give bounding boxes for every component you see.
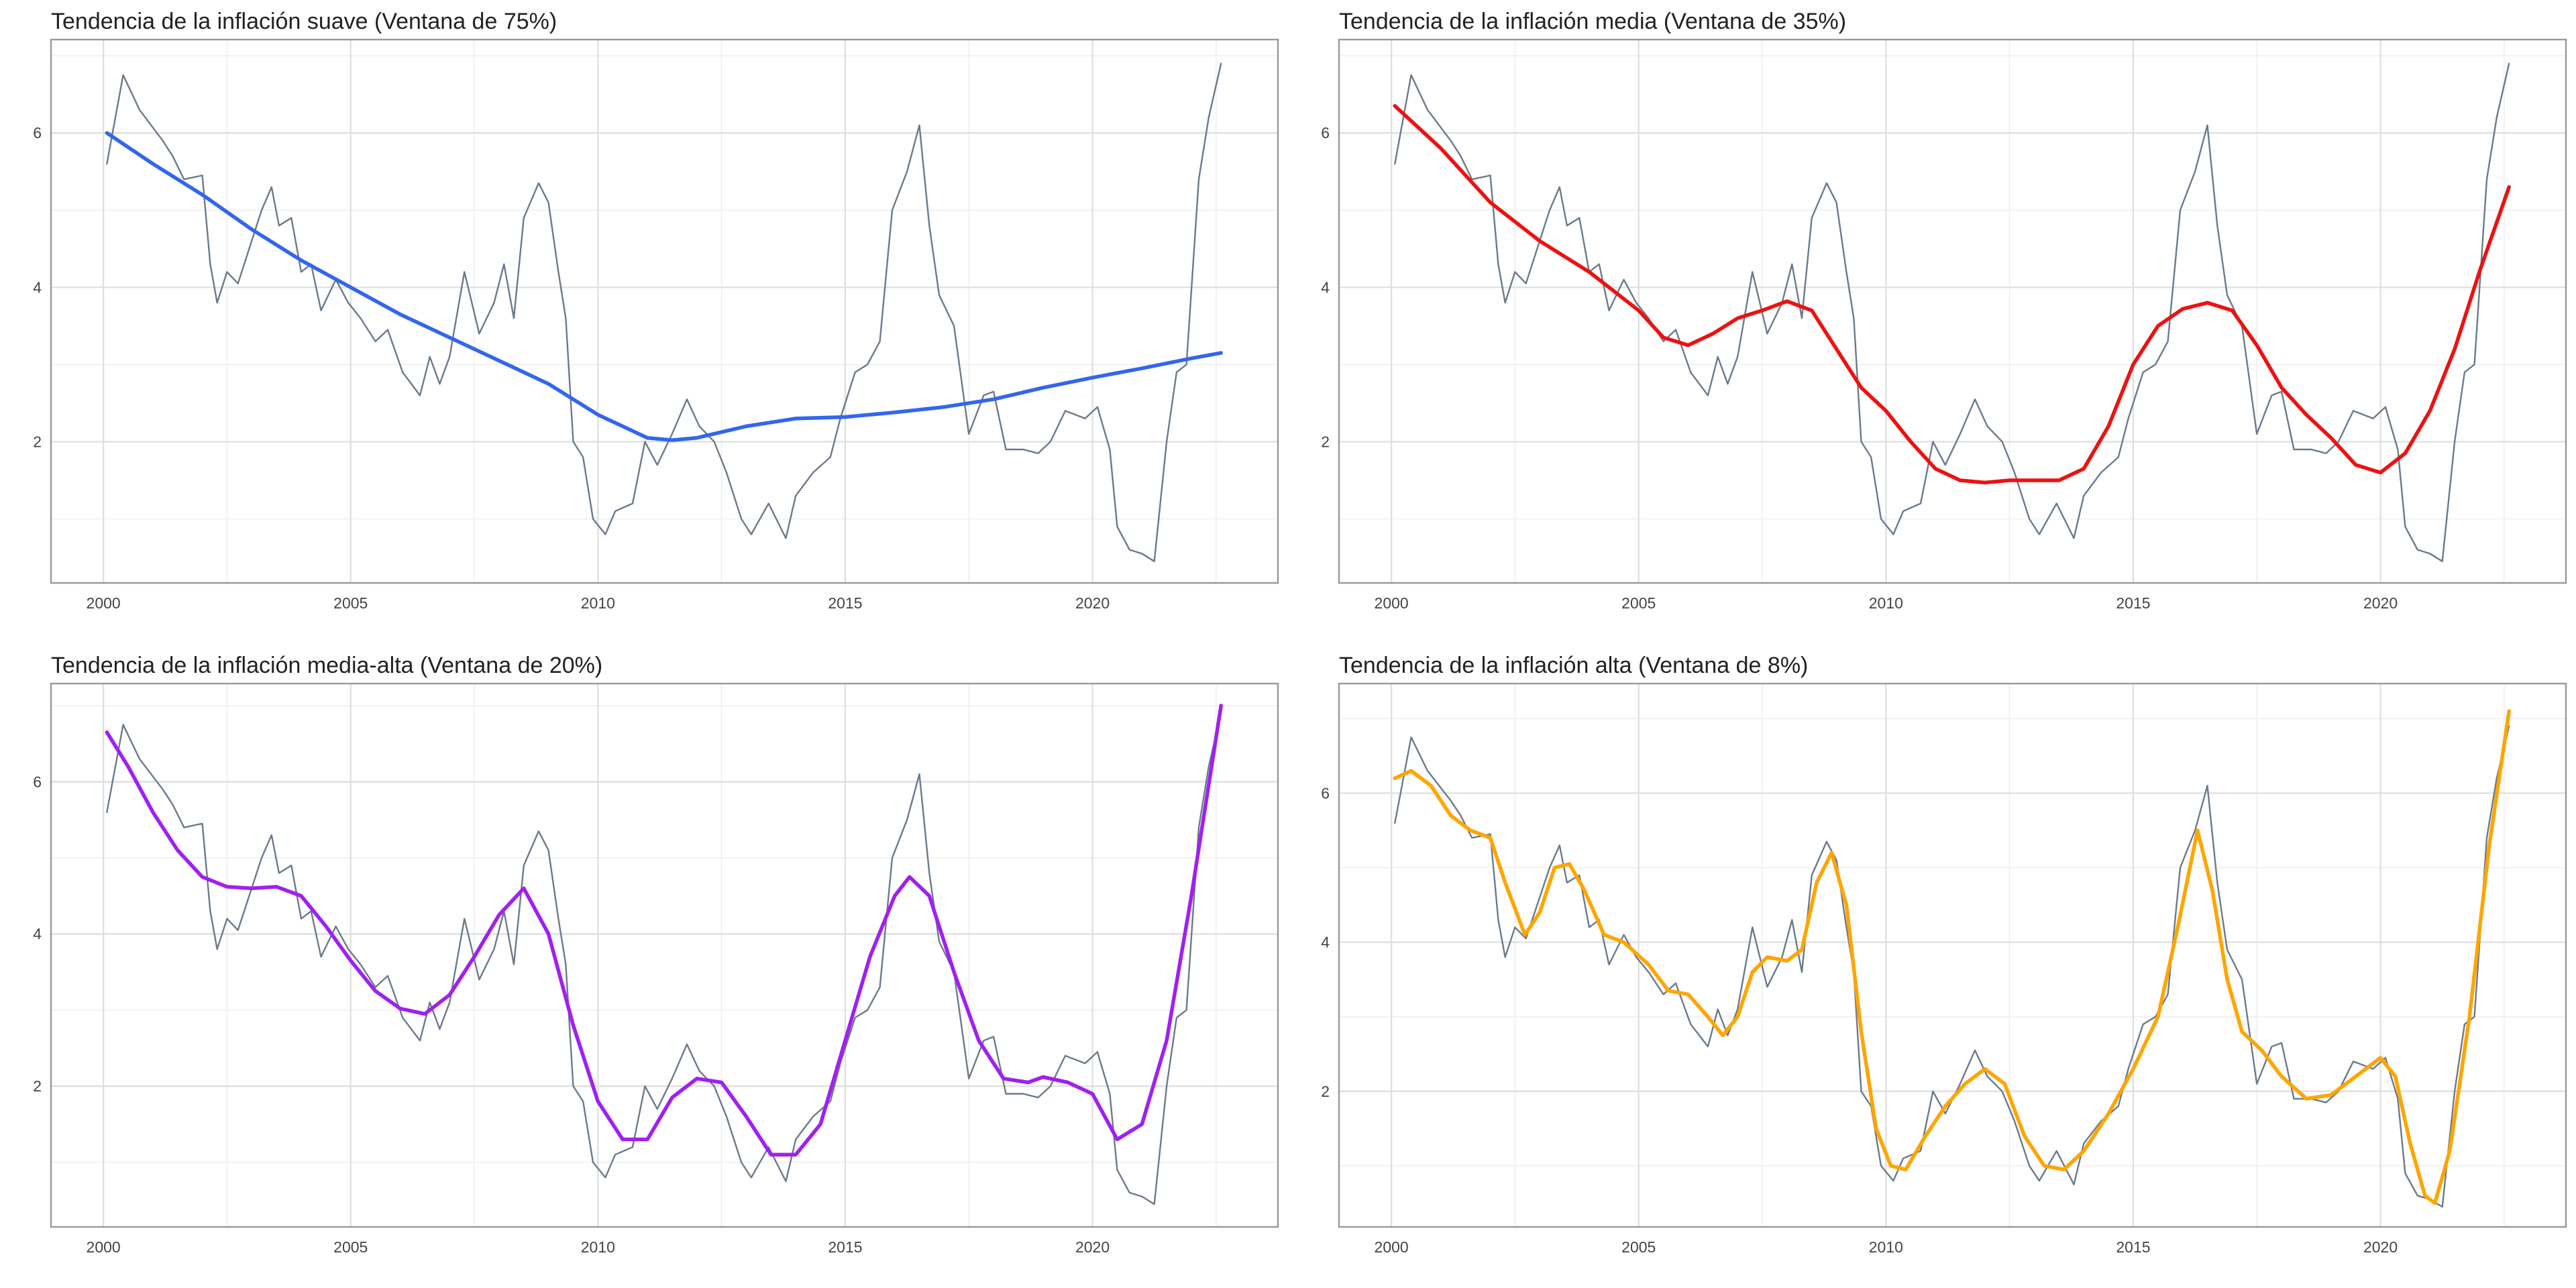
y-tick-label: 6 — [33, 773, 42, 790]
chart-title: Tendencia de la inflación media (Ventana… — [1339, 9, 1846, 34]
x-tick-label: 2005 — [333, 1238, 368, 1256]
x-tick-label: 2015 — [2116, 1238, 2150, 1256]
chart-title: Tendencia de la inflación media-alta (Ve… — [51, 653, 602, 678]
x-tick-label: 2000 — [1375, 594, 1409, 612]
data-line — [106, 62, 1222, 562]
chart-panel: Tendencia de la inflación media (Ventana… — [1321, 9, 2567, 612]
y-tick-label: 2 — [1321, 433, 1330, 450]
x-tick-label: 2020 — [1075, 594, 1110, 612]
x-tick-label: 2000 — [1375, 1238, 1409, 1256]
x-tick-label: 2010 — [581, 1238, 615, 1256]
x-tick-label: 2015 — [828, 594, 862, 612]
chart-title: Tendencia de la inflación alta (Ventana … — [1339, 653, 1808, 678]
trend-line — [1393, 709, 2511, 1205]
plot-frame — [50, 38, 1279, 584]
y-tick-label: 4 — [33, 278, 42, 296]
x-tick-label: 2010 — [581, 594, 615, 612]
y-tick-label: 2 — [33, 433, 42, 450]
chart-panel: Tendencia de la inflación suave (Ventana… — [33, 9, 1279, 612]
x-tick-label: 2015 — [2116, 594, 2150, 612]
data-line — [1394, 725, 2510, 1208]
x-tick-label: 2010 — [1869, 594, 1903, 612]
x-tick-label: 2005 — [1621, 1238, 1656, 1256]
data-line — [1394, 62, 2510, 562]
y-tick-label: 4 — [1321, 934, 1330, 951]
data-line — [106, 712, 1222, 1205]
x-tick-label: 2020 — [1075, 1238, 1110, 1256]
y-tick-label: 2 — [33, 1077, 42, 1095]
chart-title: Tendencia de la inflación suave (Ventana… — [51, 9, 557, 34]
trend-line — [105, 704, 1223, 1157]
y-tick-label: 6 — [1321, 124, 1330, 142]
x-tick-label: 2015 — [828, 1238, 862, 1256]
x-tick-label: 2005 — [1621, 594, 1656, 612]
y-tick-label: 4 — [33, 925, 42, 943]
plot-frame — [1338, 38, 2567, 584]
y-tick-label: 6 — [33, 124, 42, 142]
x-tick-label: 2010 — [1869, 1238, 1903, 1256]
x-tick-label: 2000 — [87, 1238, 121, 1256]
y-tick-label: 2 — [1321, 1083, 1330, 1100]
x-tick-label: 2005 — [333, 594, 368, 612]
x-tick-label: 2000 — [87, 594, 121, 612]
plot-frame — [50, 682, 1279, 1228]
x-tick-label: 2020 — [2363, 1238, 2398, 1256]
chart-panel: Tendencia de la inflación media-alta (Ve… — [33, 653, 1279, 1256]
plot-frame — [1338, 682, 2567, 1228]
chart-panel: Tendencia de la inflación alta (Ventana … — [1321, 653, 2567, 1256]
y-tick-label: 6 — [1321, 784, 1330, 802]
y-tick-label: 4 — [1321, 278, 1330, 296]
trend-line — [1393, 104, 2511, 485]
x-tick-label: 2020 — [2363, 594, 2398, 612]
trend-line — [105, 131, 1223, 442]
